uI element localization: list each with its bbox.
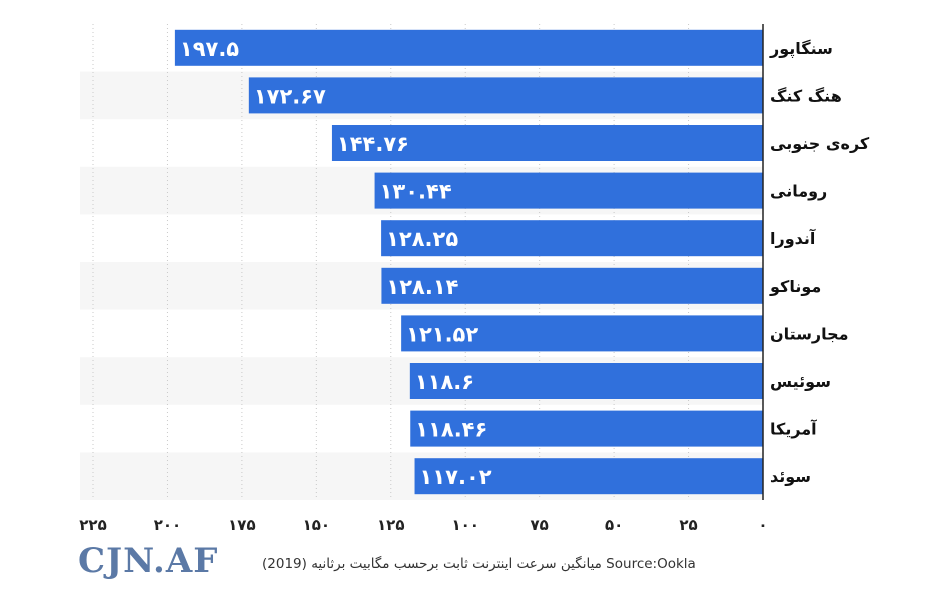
bar [331,125,763,161]
category-label: آندورا [770,228,816,248]
category-label: هنگ کنگ [770,86,842,105]
bar [410,410,763,447]
bar-value-label: ۱۲۸.۲۵ [386,227,458,251]
bar [381,220,763,257]
bar [381,267,763,304]
category-label: مجارستان [770,324,849,343]
bar-value-label: ۱۲۱.۵۲ [406,322,478,346]
bar-value-label: ۱۱۸.۶ [415,370,474,394]
bar-value-label: ۱۱۷.۰۲ [420,465,492,489]
bar [414,458,763,495]
x-tick-label: ۵۰ [605,516,623,534]
x-tick-label: ۲۰۰ [154,516,181,534]
bar-value-label: ۱۳۰.۴۴ [380,180,452,204]
x-tick-label: ۱۵۰ [303,516,330,534]
category-label: آمریکا [770,419,817,439]
bar-value-label: ۱۲۸.۱۴ [386,275,458,299]
x-tick-label: ۱۲۵ [377,516,404,534]
x-tick-label: ۰ [758,516,767,534]
bar [374,172,763,209]
bar-value-label: ۱۱۸.۴۶ [415,418,487,442]
bar [248,77,763,114]
bar [174,29,763,66]
bar [401,315,763,352]
bar-chart: ۱۹۷.۵ سنگاپور ۱۷۲.۶۷ هنگ کنگ ۱۴۴.۷۶ کره‌ی جنو… [79,24,870,534]
source-caption: میانگین سرعت اینترنت ثابت برحسب مگابیت ب… [262,556,696,572]
bar-value-label: ۱۹۷.۵ [180,37,239,61]
category-label: رومانی [770,182,827,201]
x-tick-label: ۷۵ [531,516,549,534]
x-tick-label: ۱۰۰ [451,516,478,534]
x-tick-label: ۲۲۵ [79,516,106,534]
x-tick-label: ۱۷۵ [228,516,255,534]
bar [409,363,763,399]
category-label: سنگاپور [769,39,833,59]
category-label: سوئیس [770,372,831,391]
x-tick-label: ۲۵ [679,516,697,534]
category-label: کره‌ی جنوبی [770,134,870,153]
category-label: سوئد [770,467,811,486]
bar-value-label: ۱۷۲.۶۷ [254,84,326,108]
bar-value-label: ۱۴۴.۷۶ [337,132,409,156]
category-label: موناکو [769,277,821,296]
site-logo: CJN.AF [78,541,219,581]
